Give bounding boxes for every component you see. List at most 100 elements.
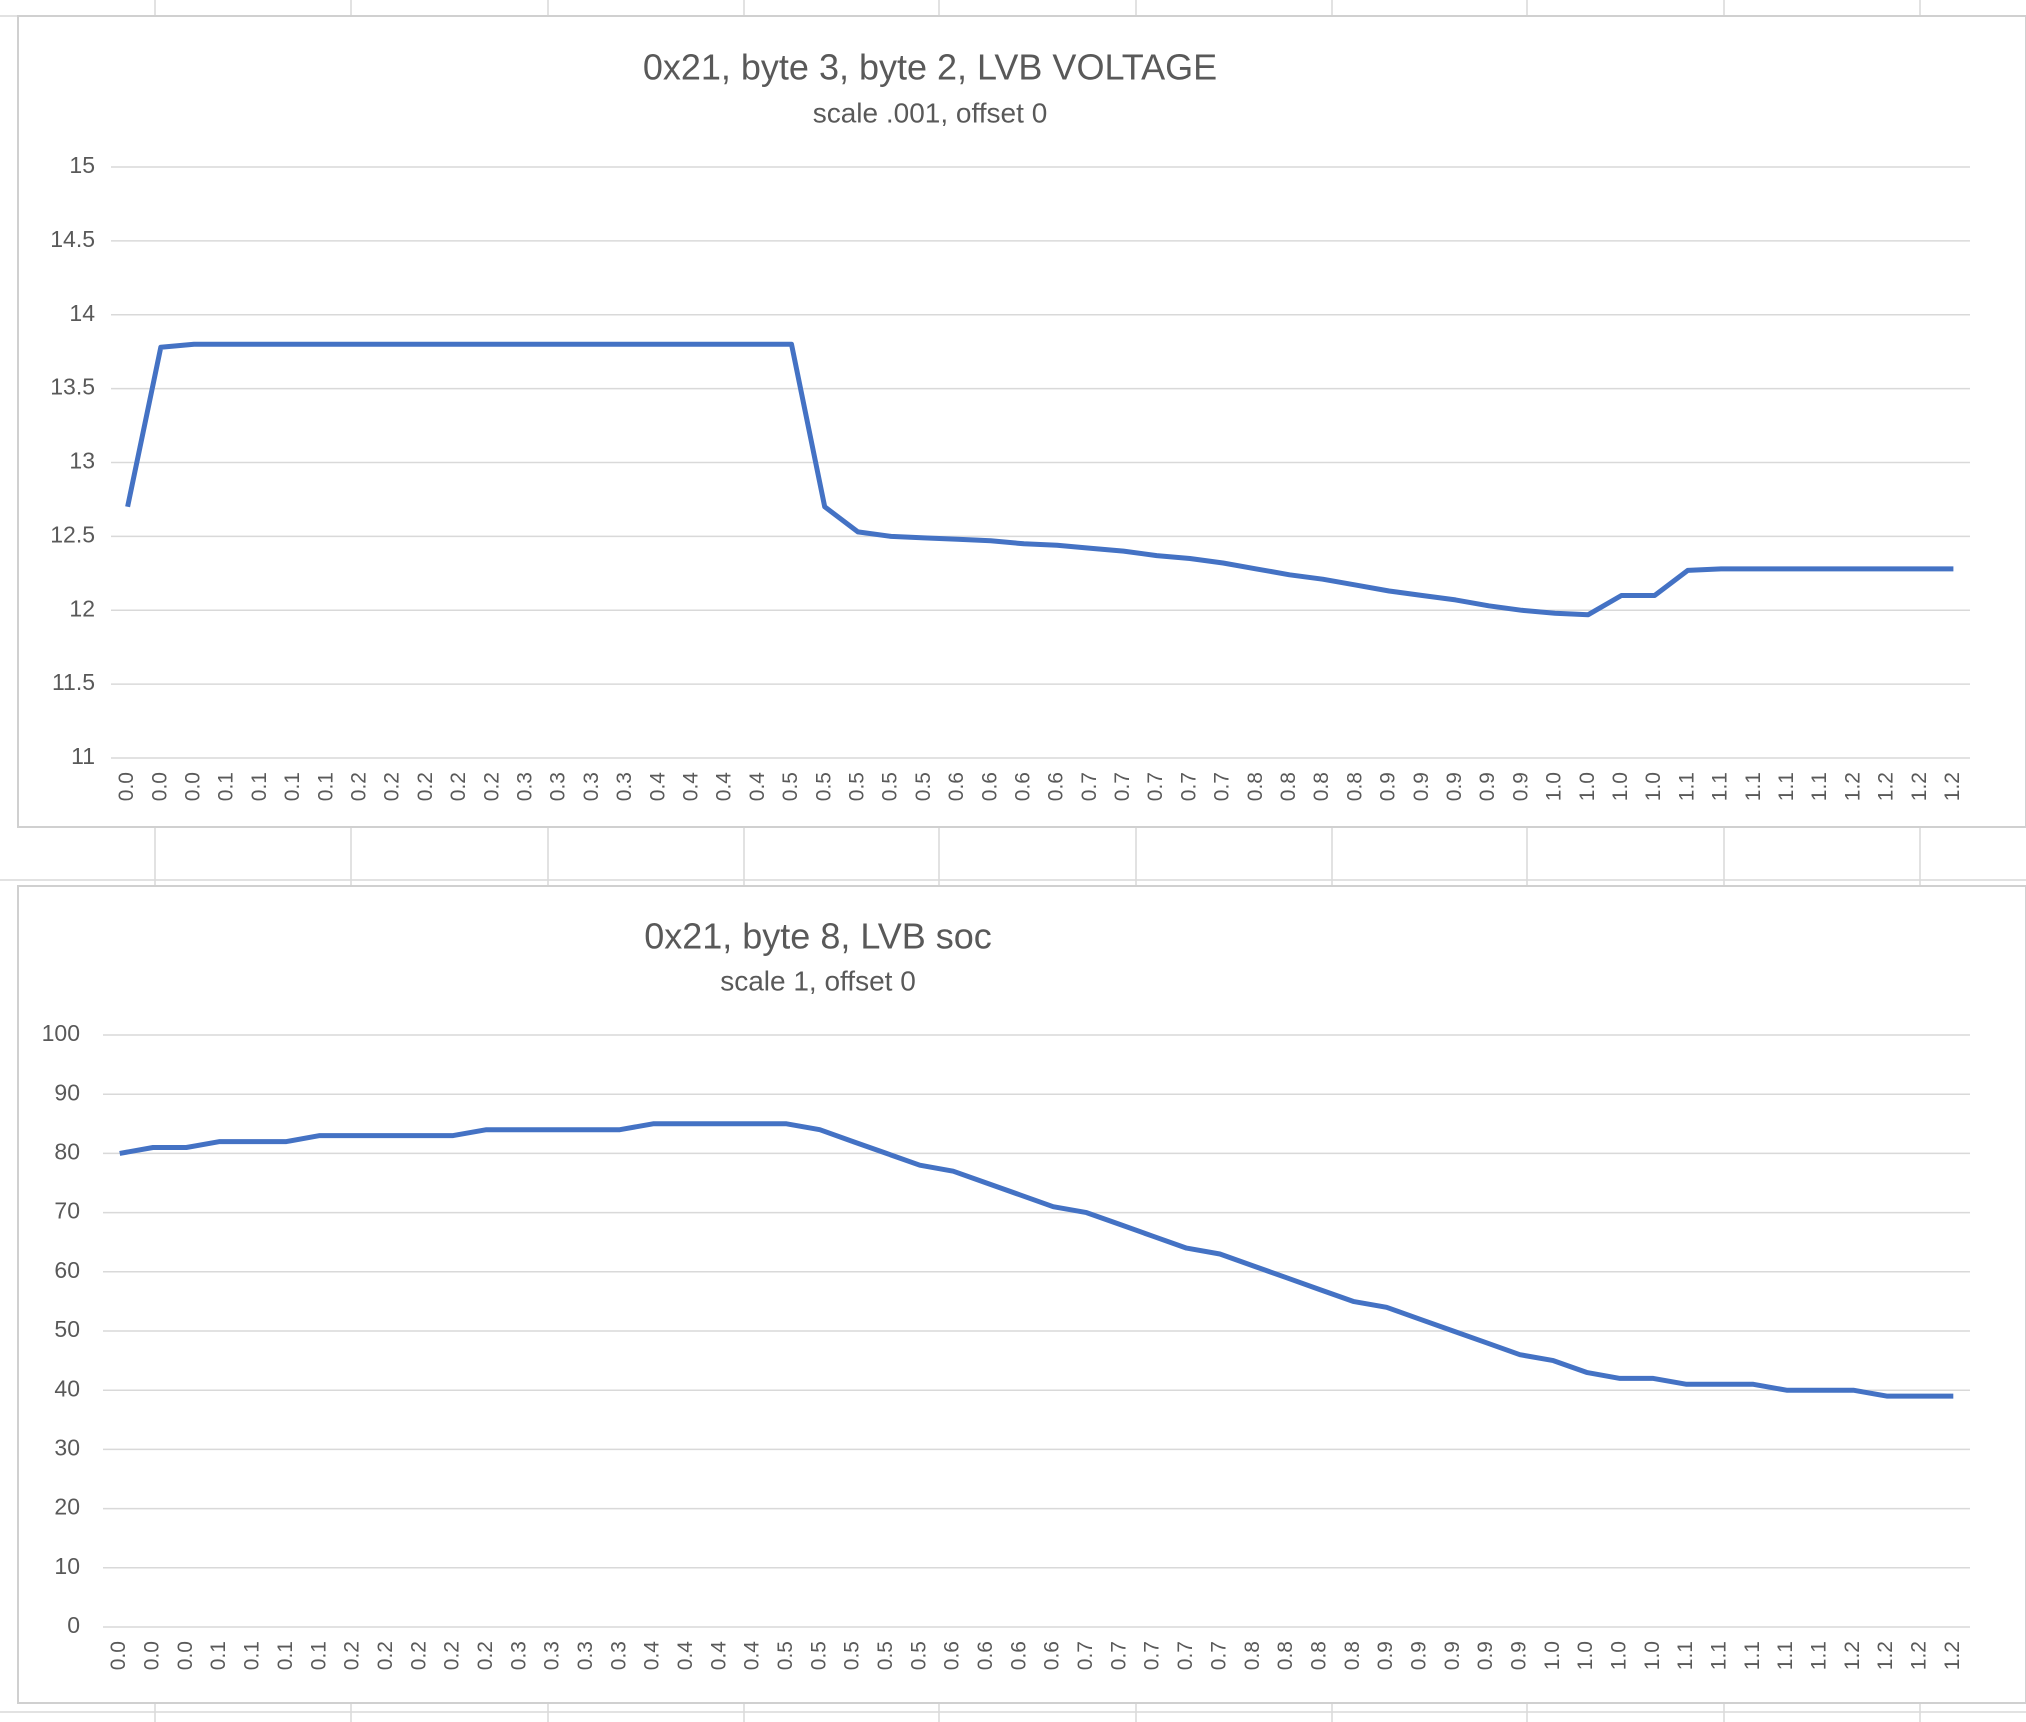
x-tick-label: 0.3 [541, 1641, 564, 1670]
y-tick-label: 50 [54, 1316, 80, 1342]
chart-title: 0x21, byte 3, byte 2, LVB VOLTAGE [643, 47, 1217, 88]
x-tick-label: 0.4 [679, 772, 702, 802]
x-tick-label: 0.1 [274, 1641, 297, 1670]
x-tick-label: 0.5 [779, 772, 802, 801]
x-tick-label: 0.9 [1377, 772, 1400, 801]
y-tick-label: 14 [69, 300, 95, 326]
x-tick-label: 0.3 [574, 1641, 597, 1670]
x-tick-label: 0.7 [1211, 772, 1234, 801]
x-tick-label: 0.4 [746, 772, 769, 802]
x-tick-label: 0.7 [1074, 1641, 1097, 1670]
x-tick-label: 1.0 [1541, 1641, 1564, 1670]
x-tick-label: 1.2 [1908, 772, 1931, 801]
x-tick-label: 0.9 [1374, 1641, 1397, 1670]
x-tick-label: 0.1 [314, 772, 337, 801]
chart-subtitle: scale 1, offset 0 [720, 965, 916, 996]
x-tick-label: 0.5 [907, 1641, 930, 1670]
y-tick-label: 11 [71, 743, 95, 769]
x-tick-label: 0.8 [1341, 1641, 1364, 1670]
x-tick-label: 0.4 [713, 772, 736, 802]
data-line [119, 1121, 1954, 1399]
x-tick-label: 1.2 [1908, 1641, 1931, 1670]
x-tick-label: 1.1 [1774, 1641, 1797, 1670]
x-tick-label: 0.1 [307, 1641, 330, 1670]
y-tick-label: 13 [69, 448, 95, 474]
y-tick-label: 12 [69, 595, 95, 621]
y-tick-label: 10 [54, 1553, 80, 1579]
y-tick-label: 30 [54, 1434, 80, 1460]
x-tick-label: 0.1 [281, 772, 304, 801]
x-tick-label: 0.7 [1174, 1641, 1197, 1670]
x-tick-label: 0.5 [774, 1641, 797, 1670]
x-tick-label: 0.0 [141, 1641, 164, 1670]
x-tick-label: 0.1 [241, 1641, 264, 1670]
x-tick-label: 0.2 [480, 772, 503, 801]
x-tick-label: 0.7 [1111, 772, 1134, 801]
x-tick-label: 0.2 [407, 1641, 430, 1670]
x-tick-label: 0.9 [1407, 1641, 1430, 1670]
x-tick-label: 1.0 [1576, 772, 1599, 801]
x-tick-label: 0.1 [248, 772, 271, 801]
x-tick-label: 1.1 [1742, 772, 1765, 801]
x-tick-label: 0.3 [514, 772, 537, 801]
x-tick-label: 0.8 [1241, 1641, 1264, 1670]
x-tick-label: 0.5 [812, 772, 835, 801]
y-tick-label: 70 [54, 1198, 80, 1224]
x-tick-label: 0.5 [807, 1641, 830, 1670]
x-tick-label: 1.2 [1874, 1641, 1897, 1670]
chart-subtitle: scale .001, offset 0 [813, 97, 1048, 128]
x-tick-label: 0.3 [580, 772, 603, 801]
x-tick-label: 0.9 [1476, 772, 1499, 801]
y-tick-label: 0 [67, 1612, 80, 1638]
x-tick-label: 0.4 [674, 1641, 697, 1671]
x-tick-label: 1.0 [1607, 1641, 1630, 1670]
x-tick-label: 0.5 [841, 1641, 864, 1670]
chart-frame [17, 15, 2026, 828]
x-tick-label: 1.2 [1941, 1641, 1964, 1670]
x-tick-label: 1.1 [1775, 772, 1798, 801]
x-tick-label: 0.0 [115, 772, 138, 801]
x-tick-label: 0.2 [348, 772, 371, 801]
x-tick-label: 0.5 [874, 1641, 897, 1670]
x-tick-label: 0.2 [414, 772, 437, 801]
y-tick-label: 11.5 [52, 669, 95, 695]
x-tick-label: 0.1 [207, 1641, 230, 1670]
x-tick-label: 0.8 [1277, 772, 1300, 801]
x-tick-label: 0.3 [613, 772, 636, 801]
y-tick-label: 14.5 [50, 226, 95, 252]
x-tick-label: 1.1 [1741, 1641, 1764, 1670]
x-tick-label: 1.2 [1941, 772, 1964, 801]
data-line [125, 341, 1954, 618]
x-tick-label: 0.4 [741, 1641, 764, 1671]
x-tick-label: 0.6 [1045, 772, 1068, 801]
x-tick-label: 1.1 [1674, 1641, 1697, 1670]
x-tick-label: 0.0 [174, 1641, 197, 1670]
x-tick-label: 0.8 [1244, 772, 1267, 801]
x-tick-label: 0.4 [707, 1641, 730, 1671]
x-tick-label: 0.7 [1107, 1641, 1130, 1670]
y-tick-label: 13.5 [50, 374, 95, 400]
y-tick-label: 90 [54, 1079, 80, 1105]
x-tick-label: 0.1 [215, 772, 238, 801]
y-tick-label: 15 [69, 152, 95, 178]
y-tick-label: 12.5 [50, 521, 95, 547]
x-tick-label: 0.7 [1078, 772, 1101, 801]
x-tick-label: 0.2 [381, 772, 404, 801]
y-tick-label: 60 [54, 1257, 80, 1283]
x-tick-label: 0.8 [1310, 772, 1333, 801]
x-tick-label: 0.8 [1274, 1641, 1297, 1670]
x-tick-label: 0.0 [148, 772, 171, 801]
x-tick-label: 0.9 [1410, 772, 1433, 801]
x-tick-label: 1.2 [1841, 772, 1864, 801]
x-tick-label: 0.9 [1509, 772, 1532, 801]
x-tick-label: 0.7 [1141, 1641, 1164, 1670]
x-tick-label: 1.0 [1641, 1641, 1664, 1670]
x-tick-label: 1.1 [1808, 772, 1831, 801]
x-tick-label: 0.6 [978, 772, 1001, 801]
x-tick-label: 0.6 [1041, 1641, 1064, 1670]
y-tick-label: 100 [42, 1020, 80, 1046]
x-tick-label: 0.7 [1177, 772, 1200, 801]
x-tick-label: 0.7 [1207, 1641, 1230, 1670]
x-tick-label: 1.1 [1708, 1641, 1731, 1670]
